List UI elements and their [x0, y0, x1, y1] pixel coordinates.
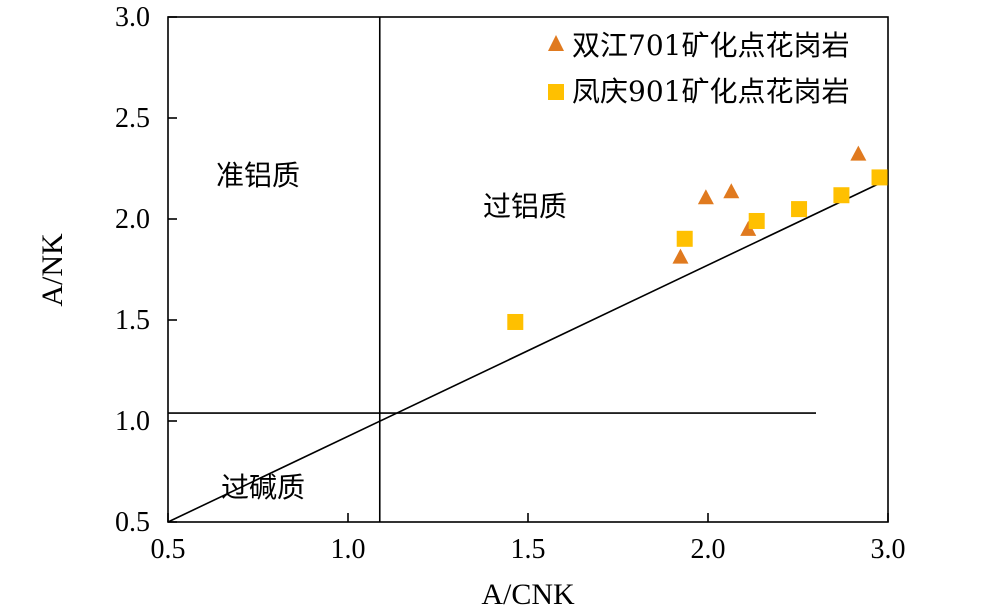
data-point-square: [833, 187, 850, 204]
region-label-peraluminous: 过铝质: [483, 190, 567, 223]
x-axis: 0.5 1.0 1.5 2.0 3.0: [151, 513, 906, 565]
y-axis: 0.5 1.0 1.5 2.0 2.5 3.0: [115, 2, 177, 538]
data-point-triangle: [697, 189, 714, 205]
legend-label: 凤庆901矿化点花岗岩: [572, 75, 849, 108]
data-points: [507, 145, 888, 330]
y-axis-title: A/NK: [36, 233, 69, 307]
legend-marker-triangle: [548, 35, 564, 51]
data-point-square: [507, 313, 524, 330]
data-point-triangle: [850, 145, 867, 161]
data-point-square: [871, 169, 888, 186]
y-tick-label: 1.0: [115, 406, 150, 437]
data-point-triangle: [740, 220, 757, 236]
reference-lines: [167, 17, 885, 523]
legend-label: 双江701矿化点花岗岩: [572, 29, 849, 62]
x-tick-label: 1.5: [511, 534, 546, 565]
data-point-square: [748, 212, 765, 229]
data-point-square: [676, 230, 693, 247]
x-tick-label: 2.0: [691, 534, 726, 565]
y-tick-label: 3.0: [115, 2, 150, 33]
reference-line-diagonal: [167, 180, 885, 523]
region-label-metaluminous: 准铝质: [216, 159, 300, 192]
legend: 双江701矿化点花岗岩 凤庆901矿化点花岗岩: [548, 29, 849, 108]
data-point-triangle: [723, 183, 740, 199]
x-tick-label: 0.5: [151, 534, 186, 565]
legend-marker-square: [548, 84, 564, 100]
y-tick-label: 1.5: [115, 305, 150, 336]
y-tick-label: 2.0: [115, 204, 150, 235]
region-label-peralkaline: 过碱质: [221, 471, 305, 504]
x-tick-label: 3.0: [871, 534, 906, 565]
x-tick-label: 1.0: [331, 534, 366, 565]
data-point-triangle: [672, 248, 689, 264]
data-point-square: [791, 201, 808, 218]
x-axis-title: A/CNK: [481, 578, 575, 611]
y-tick-label: 2.5: [115, 103, 150, 134]
y-tick-label: 0.5: [115, 507, 150, 538]
